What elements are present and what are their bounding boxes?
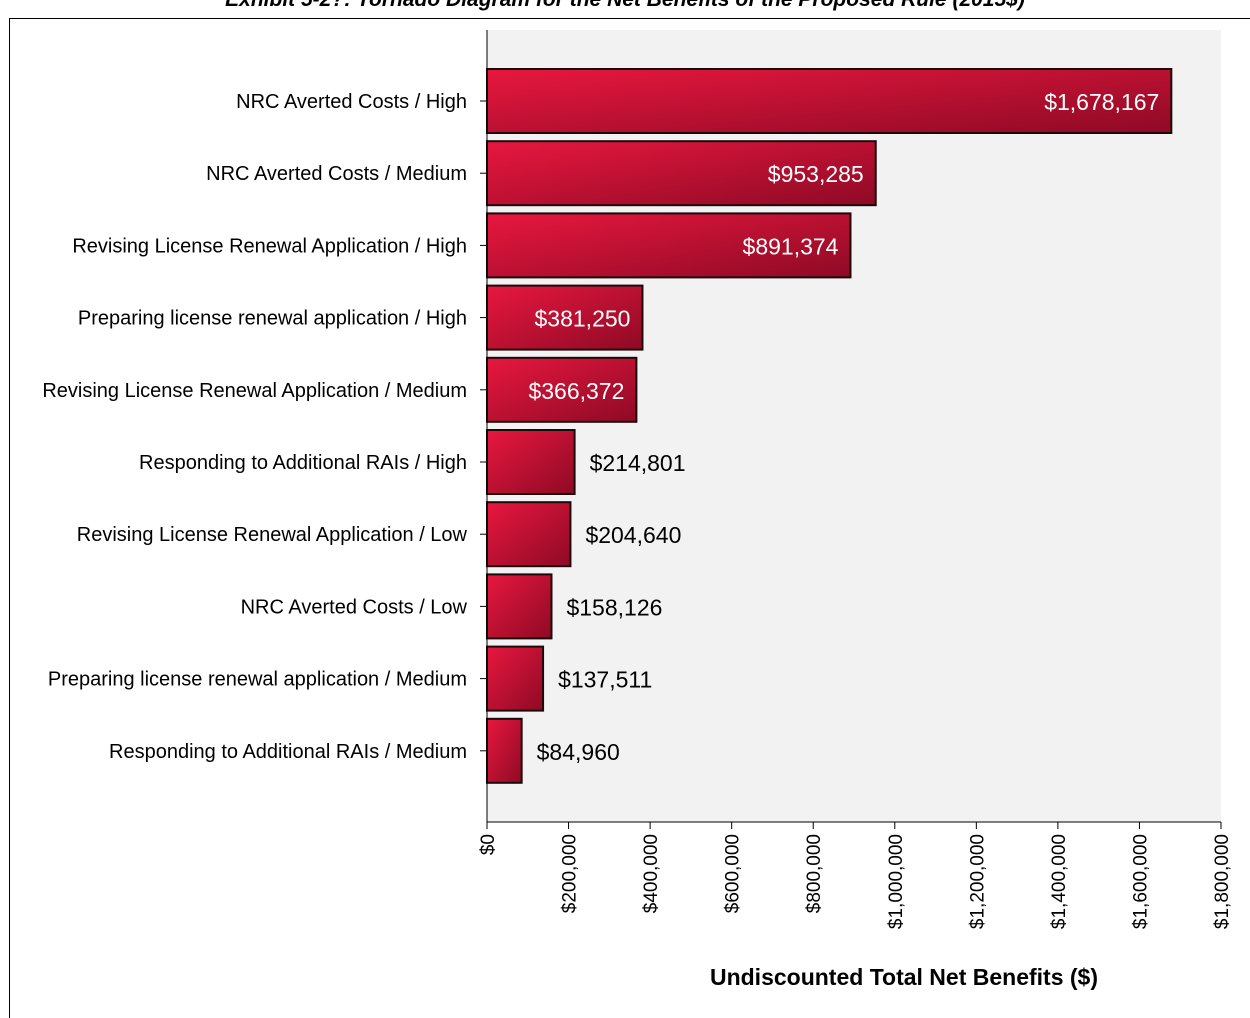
x-tick-label: $1,600,000 [1130, 834, 1151, 929]
axes: NRC Averted Costs / High NRC Averted Cost… [42, 30, 1233, 929]
data-label: $214,801 [590, 450, 686, 476]
category-label: Responding to Additional RAIs / High [139, 452, 467, 474]
bar [486, 140, 877, 207]
data-label: $953,285 [768, 161, 864, 187]
bar [486, 501, 572, 568]
category-label: NRC Averted Costs / High [236, 91, 467, 113]
x-tick-label: $600,000 [723, 834, 744, 913]
bar [486, 645, 545, 712]
category-label: NRC Averted Costs / Medium [206, 163, 467, 185]
category-label: NRC Averted Costs / Low [241, 596, 468, 618]
x-tick-label: $1,200,000 [967, 834, 988, 929]
x-axis-label: Undiscounted Total Net Benefits ($) [710, 964, 1098, 990]
figure-frame [9, 18, 1250, 1018]
bar [486, 573, 553, 640]
bar [486, 68, 1173, 134]
data-label: $891,374 [743, 233, 839, 259]
bar [486, 284, 644, 351]
x-tick-label: $800,000 [804, 834, 825, 913]
data-label: $84,960 [537, 739, 620, 765]
x-tick-label: $1,800,000 [1212, 834, 1233, 929]
category-label: Revising License Renewal Application / M… [42, 380, 467, 402]
data-label: $366,372 [528, 378, 624, 404]
data-label: $137,511 [558, 667, 652, 693]
data-label: $1,678,167 [1044, 89, 1159, 115]
category-label: Responding to Additional RAIs / Medium [109, 741, 467, 763]
bar [486, 717, 523, 784]
bar [486, 429, 576, 495]
x-tick-label: $1,400,000 [1049, 834, 1070, 929]
chart-title: Exhibit 5-2?: Tornado Diagram for the Ne… [0, 0, 1250, 12]
x-tick-label: $200,000 [560, 834, 581, 913]
x-tick-label: $400,000 [641, 834, 662, 913]
category-label: Revising License Renewal Application / H… [72, 235, 467, 257]
category-label: Preparing license renewal application / … [48, 669, 467, 691]
x-tick-label: $0 [478, 834, 499, 855]
x-tick-label: $1,000,000 [886, 834, 907, 929]
data-label: $381,250 [535, 306, 631, 332]
bar-series: $1,678,167 $953,285 $891,374 $381,250 $366,3… [486, 68, 1173, 784]
data-label: $158,126 [566, 594, 662, 620]
data-label: $204,640 [585, 522, 681, 548]
category-label: Revising License Renewal Application / L… [77, 524, 468, 546]
category-label: Preparing license renewal application / … [78, 308, 467, 330]
